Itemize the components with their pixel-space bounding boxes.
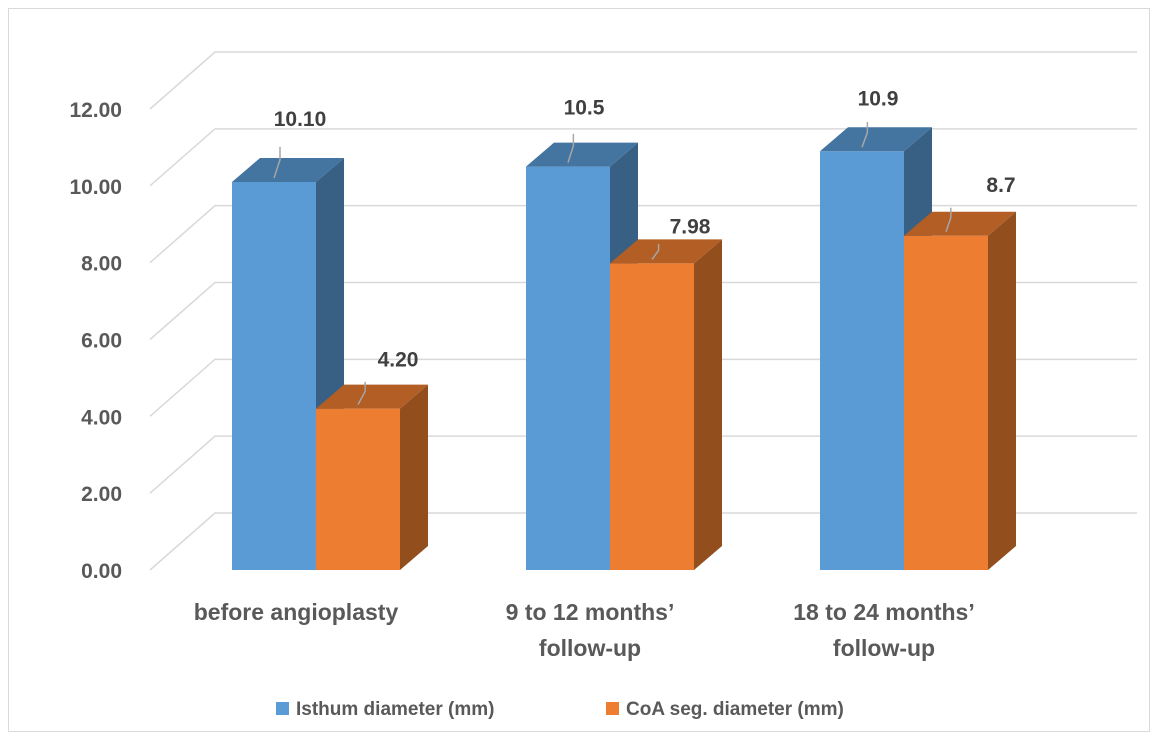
data-label-leader <box>861 122 869 148</box>
legend-item: Isthum diameter (mm) <box>276 699 494 720</box>
y-tick-label: 4.00 <box>81 406 122 429</box>
bar-front <box>232 181 316 570</box>
data-label-leader <box>945 207 952 233</box>
y-tick-label: 12.00 <box>69 99 122 122</box>
data-label: 10.5 <box>564 97 605 120</box>
bar-side <box>988 211 1016 570</box>
bar-front <box>526 166 610 570</box>
data-label: 4.20 <box>378 349 419 372</box>
bar-top <box>904 211 1016 236</box>
gridline <box>149 128 1137 187</box>
bar-top <box>526 142 638 167</box>
y-tick-label: 8.00 <box>81 253 122 276</box>
y-axis-ticks: 0.00 2.00 4.00 6.00 8.00 10.00 12.00 <box>69 99 122 583</box>
bar-front <box>904 235 988 570</box>
legend-label: CoA seg. diameter (mm) <box>626 699 844 720</box>
legend-swatch <box>276 702 289 715</box>
x-tick-label: 9 to 12 months’ <box>506 599 675 625</box>
legend: Isthum diameter (mm) CoA seg. diameter (m… <box>276 699 844 720</box>
bar-top <box>610 239 722 264</box>
bar-coa-1: 7.98 <box>610 215 722 570</box>
bar-coa-0: 4.20 <box>316 349 428 570</box>
y-tick-label: 2.00 <box>81 483 122 506</box>
y-tick-label: 6.00 <box>81 330 122 353</box>
data-label: 7.98 <box>670 215 711 238</box>
bar-front <box>820 151 904 570</box>
bar-top <box>232 157 344 182</box>
data-label-leader <box>273 146 281 179</box>
gridline <box>149 51 1137 110</box>
x-tick-label: follow-up <box>539 635 641 661</box>
chart-frame <box>8 8 1150 732</box>
legend-label: Isthum diameter (mm) <box>296 699 494 720</box>
bar-front <box>610 263 694 570</box>
data-label: 10.9 <box>858 87 899 110</box>
bar-top <box>316 384 428 409</box>
data-label: 10.10 <box>274 108 327 131</box>
y-tick-label: 10.00 <box>69 176 122 199</box>
bars: 10.10 10.5 10.9 4.20 7.98 8.7 <box>232 87 1016 570</box>
data-label-leader <box>567 133 575 163</box>
data-label-leader <box>357 381 366 406</box>
data-label: 8.7 <box>986 174 1015 197</box>
x-tick-label: follow-up <box>833 635 935 661</box>
bar-side <box>400 384 428 570</box>
data-label-leader <box>651 243 660 260</box>
bar-coa-2: 8.7 <box>904 174 1016 570</box>
bar-top <box>820 127 932 152</box>
x-axis-labels: before angioplasty 9 to 12 months’ follow-… <box>194 599 975 661</box>
y-tick-label: 0.00 <box>81 560 122 583</box>
legend-swatch <box>606 702 619 715</box>
bar-front <box>316 408 400 570</box>
x-tick-label: before angioplasty <box>194 599 399 625</box>
legend-item: CoA seg. diameter (mm) <box>606 699 844 720</box>
x-tick-label: 18 to 24 months’ <box>793 599 974 625</box>
bar-side <box>694 239 722 570</box>
